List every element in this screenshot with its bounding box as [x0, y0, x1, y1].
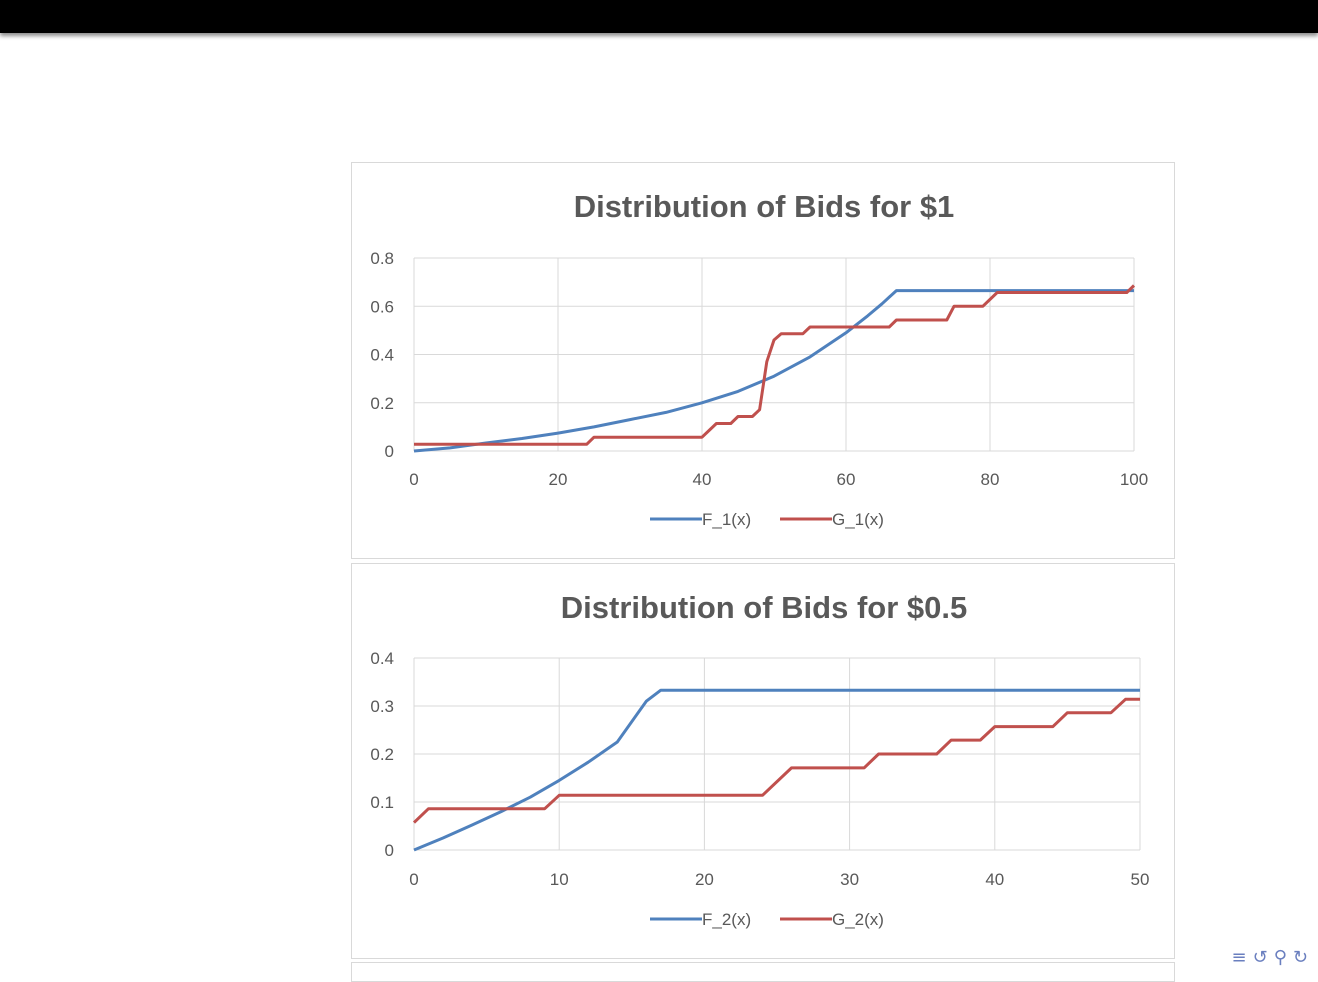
chart-3-panel-partial [351, 962, 1175, 982]
chart-2-panel: Distribution of Bids for $0.5 0 0.1 0.2 0.3 0… [351, 563, 1175, 959]
x-tick-label: 60 [837, 470, 856, 489]
legend-label: F_2(x) [702, 910, 751, 929]
x-tick-label: 100 [1120, 470, 1148, 489]
x-tick-label: 50 [1131, 870, 1150, 889]
y-tick-label: 0.2 [370, 745, 394, 764]
x-tick-label: 40 [693, 470, 712, 489]
legend-label: F_1(x) [702, 510, 751, 529]
series-line-G_1(x) [414, 286, 1134, 445]
y-tick-label: 0 [385, 442, 394, 461]
top-black-bar [0, 0, 1318, 33]
y-tick-label: 0.8 [370, 249, 394, 268]
y-tick-label: 0.2 [370, 394, 394, 413]
undo-icon[interactable]: ↺ [1253, 947, 1268, 968]
chart-title: Distribution of Bids for $0.5 [561, 590, 967, 625]
x-tick-label: 20 [695, 870, 714, 889]
y-tick-label: 0.1 [370, 793, 394, 812]
chart-title: Distribution of Bids for $1 [574, 189, 955, 224]
x-tick-label: 40 [985, 870, 1004, 889]
align-icon[interactable]: ≡ [1232, 947, 1247, 968]
x-tick-label: 0 [409, 470, 418, 489]
y-tick-label: 0.4 [370, 649, 394, 668]
legend-label: G_1(x) [832, 510, 884, 529]
series-line-F_2(x) [414, 690, 1140, 850]
x-tick-label: 20 [549, 470, 568, 489]
redo-icon[interactable]: ↻ [1293, 947, 1308, 968]
series-line-F_1(x) [414, 291, 1134, 451]
y-tick-label: 0.6 [370, 297, 394, 316]
legend-label: G_2(x) [832, 910, 884, 929]
y-tick-label: 0.3 [370, 697, 394, 716]
x-tick-label: 10 [550, 870, 569, 889]
search-icon[interactable]: ⚲ [1274, 947, 1287, 968]
chart-1-panel: Distribution of Bids for $1 0 0.2 0.4 0.6 0.8… [351, 162, 1175, 559]
x-tick-label: 30 [840, 870, 859, 889]
x-tick-label: 80 [981, 470, 1000, 489]
chart-1: Distribution of Bids for $1 0 0.2 0.4 0.6 0.8… [352, 163, 1176, 560]
series-line-G_2(x) [414, 699, 1140, 822]
x-tick-label: 0 [409, 870, 418, 889]
y-tick-label: 0.4 [370, 346, 394, 365]
slide-nav-controls: ≡ ↺ ⚲ ↻ [1232, 947, 1308, 968]
chart-2: Distribution of Bids for $0.5 0 0.1 0.2 0.3 0… [352, 564, 1176, 960]
y-tick-label: 0 [385, 841, 394, 860]
